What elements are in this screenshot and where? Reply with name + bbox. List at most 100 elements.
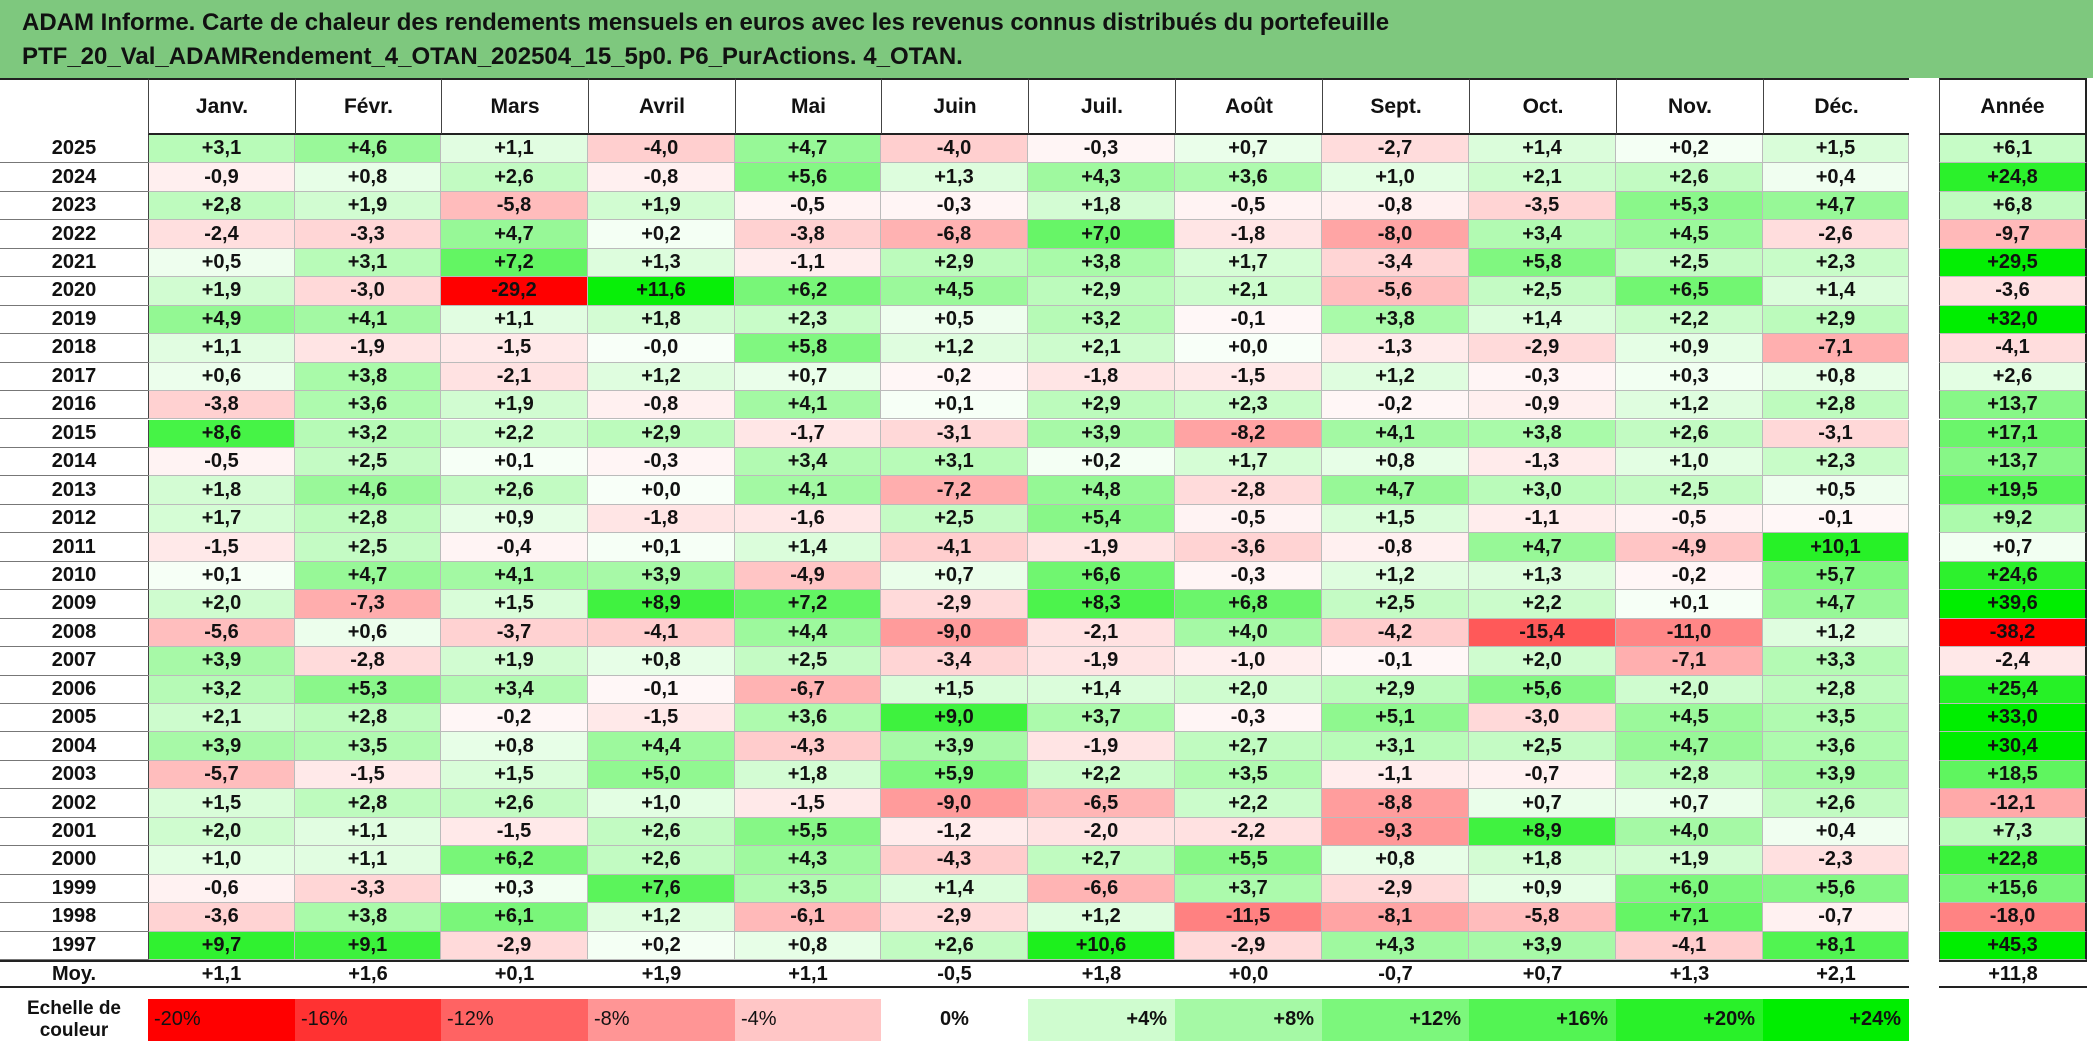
heatmap-cell: -0,7 xyxy=(1763,903,1909,932)
heatmap-cell: -0,3 xyxy=(1175,561,1322,591)
scale-label-line-1: Echelle de xyxy=(27,997,121,1019)
annual-cell: +6,8 xyxy=(1939,191,2087,221)
heatmap-cell: -0,5 xyxy=(1175,191,1322,221)
heatmap-cell: -1,1 xyxy=(735,248,881,278)
heatmap-cell: -2,9 xyxy=(1175,931,1322,961)
heatmap-cell: +2,6 xyxy=(441,789,588,818)
heatmap-cell: -0,5 xyxy=(735,191,881,221)
scale-swatch: +4% xyxy=(1028,998,1175,1041)
heatmap-cell: +8,3 xyxy=(1028,590,1175,619)
year-label: 2018 xyxy=(0,334,148,363)
heatmap-cell: -0,8 xyxy=(588,391,735,420)
heatmap-cell: +0,4 xyxy=(1763,163,1909,192)
heatmap-cell: +2,0 xyxy=(148,817,295,847)
heatmap-cell: -2,2 xyxy=(1175,817,1322,847)
average-cell: +0,0 xyxy=(1175,960,1322,989)
heatmap-cell: +9,0 xyxy=(881,704,1028,733)
heatmap-cell: -4,1 xyxy=(1616,931,1763,961)
heatmap-cell: +2,8 xyxy=(295,789,441,818)
heatmap-cell: -0,8 xyxy=(1322,533,1469,562)
annual-cell: +15,6 xyxy=(1939,874,2087,904)
annual-cell: +29,5 xyxy=(1939,248,2087,278)
heatmap-cell: +4,7 xyxy=(1469,533,1616,562)
heatmap-cell: +5,5 xyxy=(735,817,881,847)
heatmap-cell: +2,5 xyxy=(1469,277,1616,306)
heatmap-cell: -7,3 xyxy=(295,590,441,619)
year-label: 2020 xyxy=(0,277,148,306)
heatmap-cell: -7,1 xyxy=(1763,334,1909,363)
heatmap-cell: -0,1 xyxy=(1175,305,1322,335)
average-cell: +0,7 xyxy=(1469,960,1616,989)
heatmap-cell: +5,6 xyxy=(1763,874,1909,904)
heatmap-cell: +0,1 xyxy=(441,447,588,477)
heatmap-cell: +3,2 xyxy=(1028,305,1175,335)
title-line-2: PTF_20_Val_ADAMRendement_4_OTAN_202504_1… xyxy=(22,43,963,70)
scale-swatch: +24% xyxy=(1763,998,1909,1041)
heatmap-cell: +4,8 xyxy=(1028,476,1175,505)
heatmap-cell: -5,7 xyxy=(148,760,295,790)
heatmap-cell: -0,3 xyxy=(1469,362,1616,392)
heatmap-cell: +5,8 xyxy=(1469,248,1616,278)
heatmap-cell: -29,2 xyxy=(441,277,588,306)
year-label: 2003 xyxy=(0,760,148,790)
heatmap-cell: +4,1 xyxy=(735,476,881,505)
heatmap-cell: +1,8 xyxy=(588,305,735,335)
heatmap-cell: +1,5 xyxy=(441,760,588,790)
heatmap-cell: +1,4 xyxy=(1028,675,1175,704)
heatmap-cell: +1,9 xyxy=(441,391,588,420)
heatmap-cell: +2,0 xyxy=(1616,675,1763,704)
year-label: 1999 xyxy=(0,874,148,904)
report-title: ADAM Informe. Carte de chaleur des rende… xyxy=(0,0,2093,78)
heatmap-cell: +0,2 xyxy=(588,931,735,961)
heatmap-cell: -7,1 xyxy=(1616,647,1763,676)
heatmap-cell: +5,0 xyxy=(588,760,735,790)
heatmap-cell: +2,6 xyxy=(588,846,735,875)
year-label: 2001 xyxy=(0,817,148,847)
heatmap-cell: -4,0 xyxy=(588,135,735,164)
heatmap-cell: -4,1 xyxy=(881,533,1028,562)
heatmap-cell: +4,1 xyxy=(735,391,881,420)
heatmap-cell: +3,8 xyxy=(295,362,441,392)
heatmap-cell: -1,7 xyxy=(735,419,881,448)
heatmap-cell: +1,0 xyxy=(1322,163,1469,192)
heatmap-cell: -3,1 xyxy=(1763,419,1909,448)
heatmap-cell: +0,9 xyxy=(1616,334,1763,363)
heatmap-cell: +1,2 xyxy=(1028,903,1175,932)
heatmap-cell: +2,3 xyxy=(1175,391,1322,420)
heatmap-cell: +4,7 xyxy=(735,135,881,164)
heatmap-cell: +4,4 xyxy=(735,618,881,648)
average-cell: +2,1 xyxy=(1763,960,1909,989)
heatmap-cell: -1,5 xyxy=(1175,362,1322,392)
heatmap-cell: +2,8 xyxy=(295,504,441,534)
heatmap-cell: -1,5 xyxy=(148,533,295,562)
average-cell: -0,7 xyxy=(1322,960,1469,989)
heatmap-cell: +5,8 xyxy=(735,334,881,363)
heatmap-cell: +5,6 xyxy=(1469,675,1616,704)
heatmap-cell: +8,9 xyxy=(588,590,735,619)
heatmap-cell: +3,6 xyxy=(735,704,881,733)
heatmap-cell: +5,7 xyxy=(1763,561,1909,591)
scale-label: Echelle de couleur xyxy=(0,997,148,1041)
heatmap-cell: -3,8 xyxy=(735,220,881,249)
heatmap-cell: +4,7 xyxy=(1763,590,1909,619)
heatmap-cell: +2,9 xyxy=(588,419,735,448)
heatmap-cell: +3,4 xyxy=(441,675,588,704)
heatmap-cell: -2,8 xyxy=(1175,476,1322,505)
heatmap-cell: -6,1 xyxy=(735,903,881,932)
heatmap-cell: -1,5 xyxy=(441,334,588,363)
heatmap-cell: +1,2 xyxy=(881,334,1028,363)
annual-cell: +45,3 xyxy=(1939,931,2087,961)
annual-cell: +19,5 xyxy=(1939,476,2087,505)
scale-swatch: -20% xyxy=(148,998,295,1041)
annual-cell: +22,8 xyxy=(1939,846,2087,875)
heatmap-cell: +3,5 xyxy=(1175,760,1322,790)
heatmap-cell: +2,6 xyxy=(1763,789,1909,818)
annual-cell: -4,1 xyxy=(1939,334,2087,363)
heatmap-cell: +3,1 xyxy=(295,248,441,278)
heatmap-cell: -0,2 xyxy=(1322,391,1469,420)
heatmap-cell: +0,8 xyxy=(1322,447,1469,477)
annual-cell: -9,7 xyxy=(1939,220,2087,249)
year-label: 2014 xyxy=(0,447,148,477)
heatmap-cell: -11,0 xyxy=(1616,618,1763,648)
heatmap-cell: -2,1 xyxy=(441,362,588,392)
